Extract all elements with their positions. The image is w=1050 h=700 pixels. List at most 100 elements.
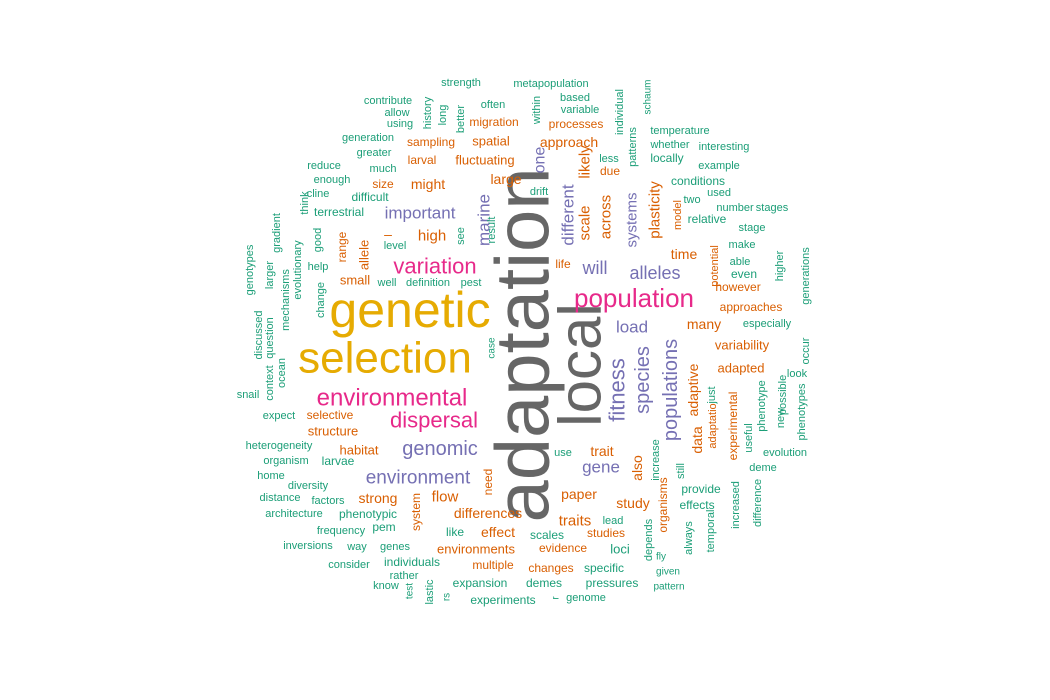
cloud-word: genetic bbox=[329, 282, 490, 338]
cloud-word: strong bbox=[359, 490, 398, 506]
cloud-word: multiple bbox=[472, 558, 514, 572]
cloud-word: look bbox=[787, 368, 808, 380]
cloud-word: always bbox=[683, 521, 695, 555]
cloud-word: used bbox=[707, 187, 731, 199]
cloud-word: useful bbox=[743, 423, 755, 452]
cloud-word: r bbox=[551, 596, 562, 600]
cloud-word: larval bbox=[408, 153, 437, 167]
cloud-word: especially bbox=[743, 318, 792, 330]
cloud-word: will bbox=[582, 258, 608, 278]
cloud-word: less bbox=[599, 153, 619, 165]
cloud-word: good bbox=[312, 228, 324, 252]
cloud-word: differences bbox=[454, 505, 522, 521]
cloud-word: pressures bbox=[586, 576, 639, 590]
cloud-word: fitness bbox=[605, 358, 630, 422]
cloud-word: occur bbox=[800, 337, 812, 364]
cloud-word: pem bbox=[372, 520, 395, 534]
cloud-word: larger bbox=[264, 261, 276, 289]
cloud-word: increased bbox=[730, 481, 742, 529]
cloud-word: selection bbox=[298, 334, 472, 383]
cloud-word: gradient bbox=[271, 213, 283, 253]
cloud-word: level bbox=[384, 240, 407, 252]
cloud-word: processes bbox=[549, 117, 604, 131]
cloud-word: species bbox=[632, 346, 654, 414]
cloud-word: dispersal bbox=[390, 408, 478, 433]
cloud-word: changes bbox=[528, 561, 573, 575]
cloud-word: difference bbox=[752, 479, 764, 527]
cloud-word: conditions bbox=[671, 174, 725, 188]
cloud-word: even bbox=[731, 267, 757, 281]
cloud-word: small bbox=[340, 273, 370, 288]
cloud-word: loci bbox=[610, 542, 630, 557]
cloud-word: well bbox=[377, 277, 397, 289]
cloud-word: effects bbox=[679, 498, 714, 512]
cloud-word: rs bbox=[442, 593, 453, 601]
cloud-word: schaum bbox=[643, 79, 654, 114]
cloud-word: organism bbox=[263, 455, 308, 467]
cloud-word: individual bbox=[614, 89, 626, 135]
cloud-word: distance bbox=[260, 492, 301, 504]
cloud-word: test bbox=[405, 583, 416, 599]
cloud-word: scale bbox=[577, 205, 594, 240]
cloud-word: allow bbox=[384, 107, 409, 119]
cloud-word: increase bbox=[650, 439, 662, 481]
cloud-word: inversions bbox=[283, 540, 333, 552]
cloud-word: trait bbox=[590, 443, 613, 459]
cloud-word: effect bbox=[481, 524, 515, 540]
cloud-word: generation bbox=[342, 132, 394, 144]
cloud-word: genomic bbox=[402, 438, 478, 460]
cloud-word: life bbox=[555, 257, 571, 271]
cloud-word: locally bbox=[650, 151, 683, 165]
cloud-word: using bbox=[387, 118, 413, 130]
cloud-word: due bbox=[600, 164, 620, 178]
cloud-word: plasticity bbox=[647, 181, 664, 239]
cloud-word: consider bbox=[328, 559, 370, 571]
cloud-word: two bbox=[683, 194, 700, 206]
cloud-word: way bbox=[346, 541, 367, 553]
cloud-word: given bbox=[656, 567, 680, 578]
cloud-word: phenotypes bbox=[796, 383, 808, 440]
cloud-word: across bbox=[598, 195, 615, 239]
cloud-word: environment bbox=[366, 468, 471, 489]
cloud-word: possible bbox=[777, 375, 789, 415]
cloud-word: temperature bbox=[650, 125, 709, 137]
cloud-word: phenotypic bbox=[339, 507, 397, 521]
cloud-word: based bbox=[560, 92, 590, 104]
cloud-word: architecture bbox=[265, 508, 322, 520]
cloud-word: alleles bbox=[629, 263, 680, 283]
cloud-word: still bbox=[675, 463, 687, 479]
cloud-word: expect bbox=[263, 410, 295, 422]
cloud-word: higher bbox=[774, 250, 786, 281]
cloud-word: greater bbox=[357, 147, 392, 159]
cloud-word: home bbox=[257, 470, 285, 482]
cloud-word: adapted bbox=[718, 361, 765, 376]
cloud-word: population bbox=[574, 283, 694, 313]
cloud-word: provide bbox=[681, 482, 721, 496]
cloud-word: scales bbox=[530, 528, 564, 542]
cloud-word: adaptatio bbox=[707, 403, 719, 448]
cloud-word: factors bbox=[311, 495, 345, 507]
cloud-word: know bbox=[373, 580, 399, 592]
cloud-word: terrestrial bbox=[314, 205, 364, 219]
cloud-word: study bbox=[616, 495, 649, 511]
cloud-word: patterns bbox=[627, 127, 639, 167]
cloud-word: reduce bbox=[307, 160, 341, 172]
cloud-word: drift bbox=[530, 186, 548, 198]
cloud-word: local bbox=[547, 303, 614, 426]
cloud-word: diversity bbox=[288, 480, 329, 492]
cloud-word: think bbox=[299, 191, 311, 215]
cloud-word: marine bbox=[475, 194, 494, 246]
cloud-word: genome bbox=[566, 592, 606, 604]
cloud-word: approaches bbox=[720, 300, 783, 314]
cloud-word: size bbox=[372, 177, 394, 191]
cloud-word: genotypes bbox=[244, 244, 256, 295]
cloud-word: case bbox=[487, 337, 498, 359]
cloud-word: habitat bbox=[339, 443, 378, 458]
cloud-word: important bbox=[385, 204, 456, 223]
cloud-word: environments bbox=[437, 542, 516, 557]
cloud-word: change bbox=[315, 282, 327, 318]
cloud-word: deme bbox=[749, 462, 777, 474]
cloud-word: evolutionary bbox=[292, 240, 304, 300]
cloud-word: rather bbox=[390, 570, 419, 582]
cloud-word: evidence bbox=[539, 541, 587, 555]
